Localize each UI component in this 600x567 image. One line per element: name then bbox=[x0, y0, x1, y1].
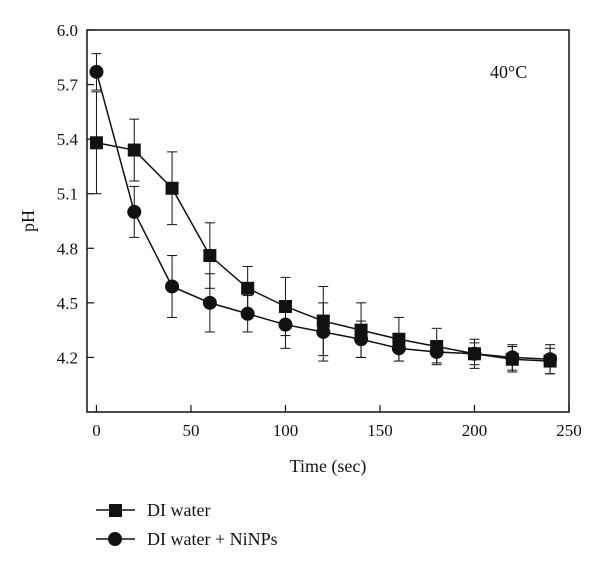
y-axis-title: pH bbox=[18, 210, 38, 232]
series-layer bbox=[89, 53, 558, 375]
data-point-circle bbox=[543, 352, 558, 367]
x-tick-label: 50 bbox=[182, 421, 199, 440]
data-point-circle bbox=[467, 346, 482, 361]
data-point-circle bbox=[429, 344, 444, 359]
data-point-square bbox=[203, 249, 217, 263]
x-tick-label: 150 bbox=[367, 421, 393, 440]
y-tick-label: 5.4 bbox=[57, 130, 79, 149]
data-point-square bbox=[165, 181, 179, 195]
y-tick-label: 5.7 bbox=[57, 76, 79, 95]
data-point-square bbox=[89, 136, 103, 150]
series-di-water-ninps bbox=[89, 53, 558, 375]
legend-item-di-water: DI water bbox=[96, 500, 210, 520]
plot-frame bbox=[86, 29, 570, 413]
data-point-circle bbox=[316, 324, 331, 339]
y-tick-label: 6.0 bbox=[57, 21, 78, 40]
legend-item-di-water-ninps: DI water + NiNPs bbox=[96, 529, 278, 549]
x-tick-label: 250 bbox=[556, 421, 582, 440]
legend-marker-circle bbox=[108, 532, 122, 546]
data-point-circle bbox=[89, 64, 104, 79]
x-tick-label: 200 bbox=[462, 421, 488, 440]
legend-label-di-water-ninps: DI water + NiNPs bbox=[147, 529, 278, 549]
data-point-circle bbox=[165, 279, 180, 294]
y-tick-label: 4.8 bbox=[57, 239, 78, 258]
data-point-square bbox=[241, 281, 255, 295]
y-axis-ticks: 4.2 4.5 4.8 5.1 5.4 5.7 6.0 bbox=[57, 21, 94, 367]
data-point-circle bbox=[391, 341, 406, 356]
data-point-circle bbox=[202, 295, 217, 310]
temperature-annotation: 40°C bbox=[490, 62, 527, 82]
x-axis-ticks: 0 50 100 150 200 250 bbox=[92, 405, 582, 440]
data-point-circle bbox=[505, 350, 520, 365]
x-tick-label: 100 bbox=[273, 421, 299, 440]
data-point-circle bbox=[278, 317, 293, 332]
data-point-square bbox=[127, 143, 141, 157]
data-point-circle bbox=[240, 306, 255, 321]
legend: DI water DI water + NiNPs bbox=[96, 500, 278, 549]
data-point-circle bbox=[127, 204, 142, 219]
y-tick-label: 4.2 bbox=[57, 348, 78, 367]
data-point-circle bbox=[354, 332, 369, 347]
y-tick-label: 5.1 bbox=[57, 185, 78, 204]
legend-marker-square bbox=[109, 504, 122, 517]
x-axis-title: Time (sec) bbox=[290, 456, 367, 477]
legend-label-di-water: DI water bbox=[147, 500, 210, 520]
x-tick-label: 0 bbox=[92, 421, 101, 440]
y-tick-label: 4.5 bbox=[57, 294, 78, 313]
